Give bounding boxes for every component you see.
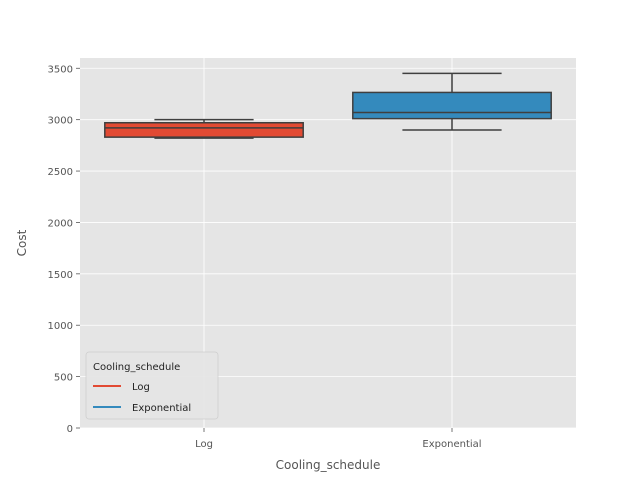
y-tick-label: 2000 bbox=[48, 218, 73, 229]
legend-label-log: Log bbox=[132, 382, 150, 393]
box-log bbox=[104, 122, 304, 138]
y-tick-label: 500 bbox=[54, 373, 73, 384]
y-axis-title: Cost bbox=[15, 229, 29, 256]
x-tick-label: Exponential bbox=[422, 439, 481, 450]
x-axis: Log Exponential bbox=[195, 428, 482, 450]
y-tick-label: 1500 bbox=[48, 270, 73, 281]
legend-label-exponential: Exponential bbox=[132, 403, 191, 414]
box-plots bbox=[104, 72, 552, 139]
y-tick-label: 3500 bbox=[48, 64, 73, 75]
box-exponential bbox=[352, 91, 552, 120]
y-tick-label: 1000 bbox=[48, 321, 73, 332]
legend-title: Cooling_schedule bbox=[93, 362, 180, 373]
y-axis: 0 500 1000 1500 2000 2500 3000 3500 bbox=[48, 64, 80, 435]
y-tick-label: 0 bbox=[67, 424, 73, 435]
y-tick-label: 2500 bbox=[48, 167, 73, 178]
legend: Cooling_schedule Log Exponential bbox=[85, 351, 219, 420]
x-tick-label: Log bbox=[195, 439, 213, 450]
x-axis-title: Cooling_schedule bbox=[276, 458, 381, 472]
y-tick-label: 3000 bbox=[48, 116, 73, 127]
legend-frame bbox=[85, 351, 219, 420]
